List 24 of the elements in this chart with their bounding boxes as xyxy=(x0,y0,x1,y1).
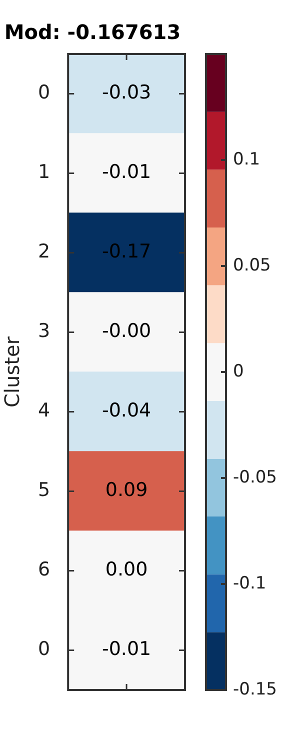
data-label: -0.03 xyxy=(102,82,152,104)
data-label: -0.17 xyxy=(102,240,152,263)
y-tick-label: 2 xyxy=(38,240,50,263)
chart-title: Mod: -0.167613 xyxy=(4,20,181,44)
y-tick-label: 3 xyxy=(38,320,50,342)
color-bar-label: -0.05 xyxy=(233,467,277,488)
y-tick-label: 1 xyxy=(38,161,50,184)
color-bar-label: 0 xyxy=(233,361,244,382)
data-label: 0.00 xyxy=(105,558,148,581)
data-label: -0.04 xyxy=(102,400,152,422)
y-tick-label: 4 xyxy=(38,400,50,422)
data-label: -0.01 xyxy=(102,638,152,660)
y-tick-label: 6 xyxy=(38,558,50,581)
data-label: -0.00 xyxy=(102,320,152,342)
y-tick-label: 5 xyxy=(38,479,50,502)
data-label: 0.09 xyxy=(105,479,148,502)
y-tick-label: 0 xyxy=(38,638,50,660)
color-bar-label: 0.1 xyxy=(233,149,260,170)
y-axis-title: Cluster xyxy=(0,336,24,408)
y-tick-label: 0 xyxy=(38,82,50,104)
color-bar-label: -0.15 xyxy=(233,679,277,700)
data-label: -0.01 xyxy=(102,161,152,184)
color-bar-label: 0.05 xyxy=(233,255,271,276)
color-bar-label: -0.1 xyxy=(233,573,266,594)
